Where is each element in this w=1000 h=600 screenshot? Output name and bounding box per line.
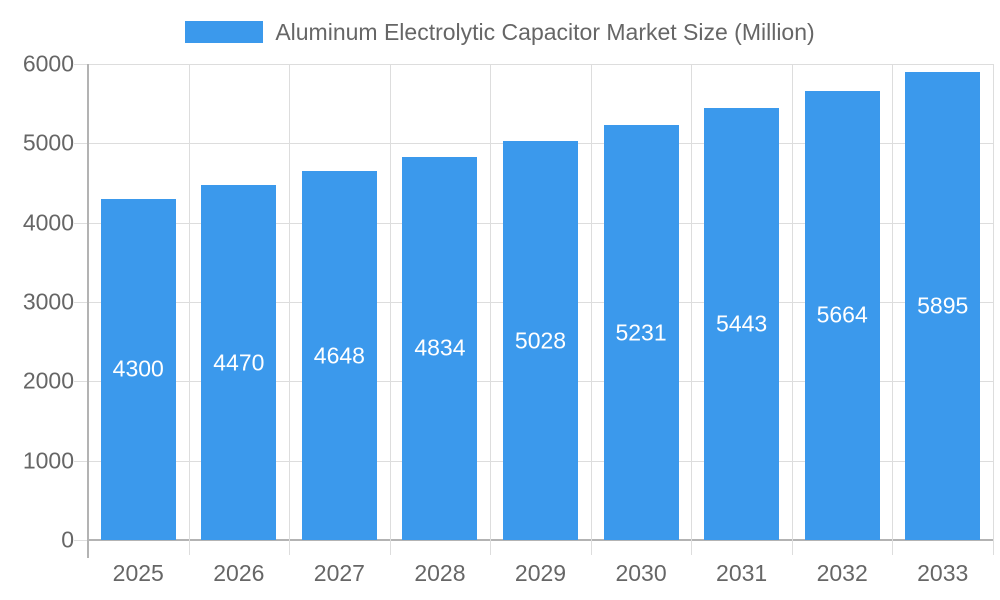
bar-2032[interactable] xyxy=(804,90,880,540)
gridline-vertical xyxy=(289,64,290,555)
gridline-vertical xyxy=(189,64,190,555)
x-axis-label: 2033 xyxy=(917,560,969,586)
y-axis-tick xyxy=(74,222,88,224)
x-axis-label: 2028 xyxy=(414,560,466,586)
y-axis-tick xyxy=(74,143,88,145)
bar-2027[interactable] xyxy=(301,171,377,540)
bar-2028[interactable] xyxy=(402,156,478,540)
bar-2031[interactable] xyxy=(704,108,780,540)
y-axis-tick xyxy=(74,302,88,303)
y-axis-tick xyxy=(74,64,88,65)
x-axis-line xyxy=(88,539,993,541)
bar-value-label: 5443 xyxy=(716,310,768,337)
x-axis-label: 2027 xyxy=(313,560,365,586)
bar-value-label: 5028 xyxy=(514,327,567,354)
y-axis-label: 4000 xyxy=(22,209,74,236)
gridline-vertical xyxy=(792,64,793,555)
bar-value-label: 4834 xyxy=(414,334,466,361)
y-axis-label: 3000 xyxy=(22,288,74,315)
y-axis-tick xyxy=(74,460,88,462)
legend-swatch-icon xyxy=(185,21,264,43)
y-axis-label: 5000 xyxy=(22,129,74,156)
bar-2030[interactable] xyxy=(603,125,679,540)
bar-2029[interactable] xyxy=(503,141,578,540)
bar-value-label: 4648 xyxy=(313,342,365,369)
y-axis-line xyxy=(87,64,89,558)
gridline-vertical xyxy=(591,64,592,555)
gridline-vertical xyxy=(490,64,491,555)
bar-value-label: 4300 xyxy=(112,355,164,382)
gridline-vertical xyxy=(390,64,391,555)
x-axis-label: 2030 xyxy=(615,560,667,586)
legend-label: Aluminum Electrolytic Capacitor Market S… xyxy=(275,18,815,45)
bar-value-label: 5895 xyxy=(917,292,969,319)
y-axis-label: 0 xyxy=(61,526,74,553)
y-axis-label: 2000 xyxy=(22,367,74,394)
plot-area: 0 1000 2000 3000 4000 5000 6000 4300 2025 4470 202… xyxy=(23,52,994,585)
x-axis-label: 2029 xyxy=(514,560,567,586)
x-axis-label: 2032 xyxy=(816,560,868,586)
bar-value-label: 4470 xyxy=(213,349,265,376)
bar-value-label: 5664 xyxy=(816,301,868,328)
y-axis-tick xyxy=(74,381,88,383)
gridline-vertical xyxy=(892,64,893,555)
bar-value-label: 5231 xyxy=(615,319,667,345)
legend[interactable]: Aluminum Electrolytic Capacitor Market S… xyxy=(0,17,1000,47)
x-axis-label: 2026 xyxy=(213,560,265,586)
bar-2025[interactable] xyxy=(100,198,176,540)
bar-2026[interactable] xyxy=(201,185,277,540)
x-axis-label: 2031 xyxy=(716,560,768,586)
bar-2033[interactable] xyxy=(905,72,981,540)
y-axis-tick xyxy=(74,540,88,541)
gridline-vertical xyxy=(691,64,692,555)
y-axis-label: 1000 xyxy=(22,447,74,474)
y-axis-label: 6000 xyxy=(22,50,74,77)
gridline-vertical xyxy=(993,64,994,555)
x-axis-label: 2025 xyxy=(112,560,164,586)
gridline-horizontal xyxy=(88,64,993,65)
